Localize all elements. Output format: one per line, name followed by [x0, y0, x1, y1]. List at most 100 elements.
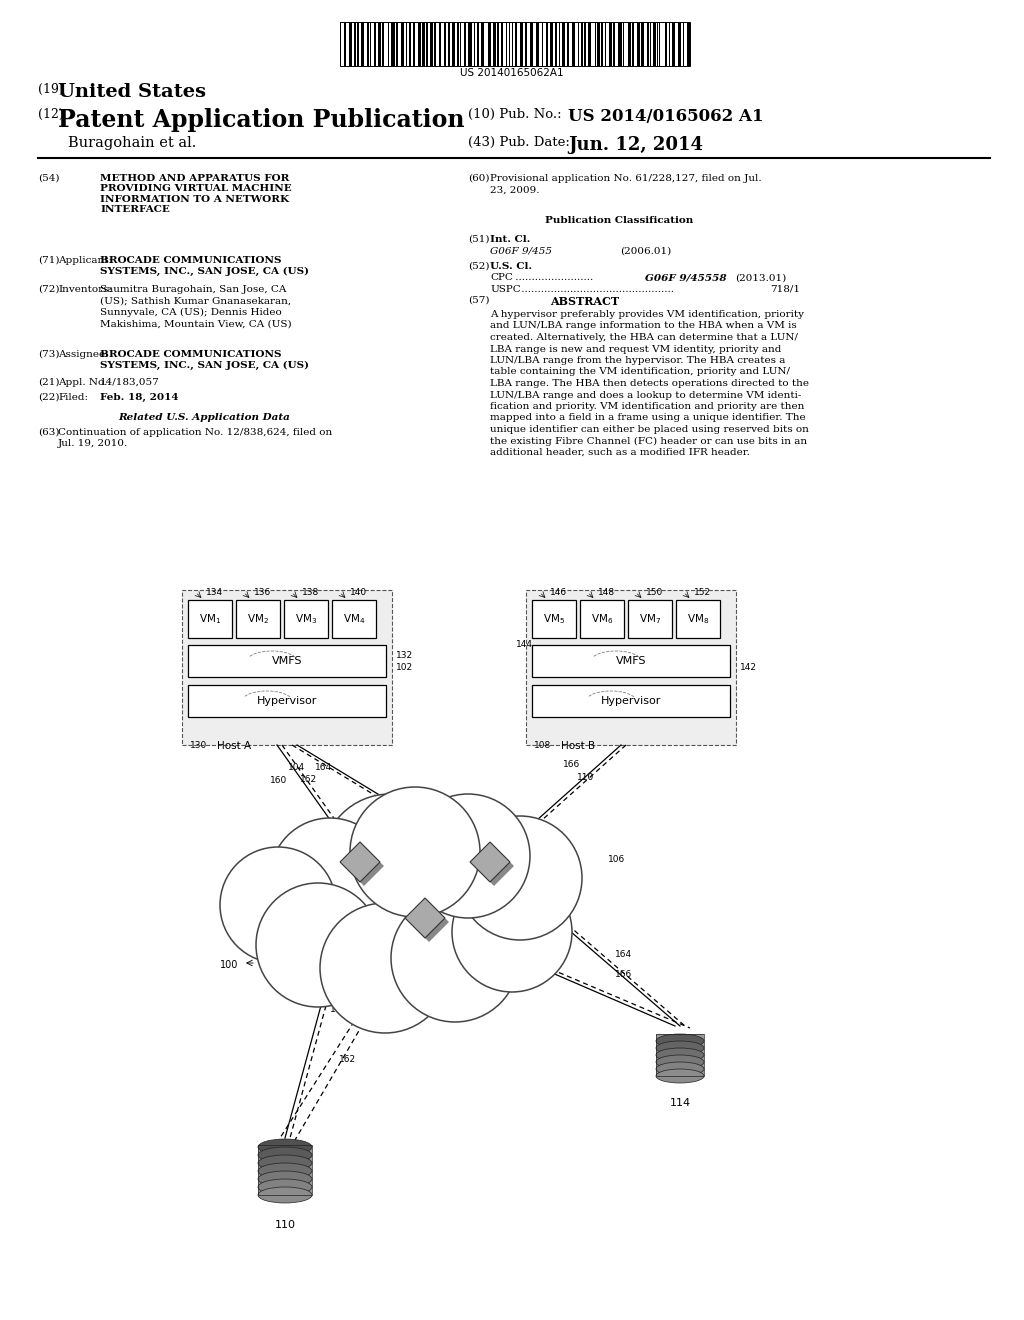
Text: LBA range is new and request VM identity, priority and: LBA range is new and request VM identity…	[490, 345, 781, 354]
Text: 110: 110	[274, 1220, 296, 1230]
Text: 718/1: 718/1	[770, 285, 800, 294]
Text: (52): (52)	[468, 261, 489, 271]
Bar	[466, 22, 468, 66]
Bar	[425, 22, 426, 66]
Text: 130: 130	[190, 741, 207, 750]
Bar	[436, 22, 439, 66]
Text: Related U.S. Application Data: Related U.S. Application Data	[118, 413, 290, 422]
Text: mapped into a field in a frame using a unique identifier. The: mapped into a field in a frame using a u…	[490, 413, 806, 422]
Bar	[411, 22, 413, 66]
Text: Publication Classification: Publication Classification	[545, 216, 693, 224]
Text: 132: 132	[396, 651, 413, 660]
Bar	[332, 601, 376, 638]
Text: fication and priority. VM identification and priority are then: fication and priority. VM identification…	[490, 403, 805, 411]
Bar	[258, 1144, 312, 1195]
Bar	[606, 22, 609, 66]
Bar	[539, 22, 542, 66]
Text: US 20140165062A1: US 20140165062A1	[460, 69, 564, 78]
Bar	[523, 22, 525, 66]
Text: A hypervisor preferably provides VM identification, priority: A hypervisor preferably provides VM iden…	[490, 310, 804, 319]
Text: 140: 140	[349, 587, 367, 597]
Bar	[681, 22, 683, 66]
Text: (22): (22)	[38, 393, 59, 403]
Bar	[595, 22, 596, 66]
Bar	[565, 22, 567, 66]
Text: (10) Pub. No.:: (10) Pub. No.:	[468, 108, 561, 121]
Bar	[525, 22, 527, 66]
Text: 100: 100	[220, 960, 239, 970]
Text: Int. Cl.: Int. Cl.	[490, 235, 530, 244]
Text: table containing the VM identification, priority and LUN/: table containing the VM identification, …	[490, 367, 790, 376]
Text: created. Alternatively, the HBA can determine that a LUN/: created. Alternatively, the HBA can dete…	[490, 333, 798, 342]
Bar	[457, 22, 459, 66]
Text: Sunnyvale, CA (US); Dennis Hideo: Sunnyvale, CA (US); Dennis Hideo	[100, 308, 282, 317]
Bar	[512, 22, 513, 66]
Text: 108: 108	[534, 741, 551, 750]
Text: Saumitra Buragohain, San Jose, CA: Saumitra Buragohain, San Jose, CA	[100, 285, 287, 294]
Text: 104: 104	[288, 763, 305, 772]
Bar	[560, 22, 562, 66]
Bar	[364, 22, 367, 66]
Bar	[501, 22, 504, 66]
Bar	[504, 22, 506, 66]
Bar	[668, 22, 670, 66]
Bar	[640, 22, 641, 66]
Circle shape	[319, 903, 450, 1034]
Bar	[481, 22, 484, 66]
Ellipse shape	[258, 1187, 312, 1203]
Bar	[375, 22, 376, 66]
Bar	[660, 22, 662, 66]
Bar	[388, 22, 389, 66]
Text: (43) Pub. Date:: (43) Pub. Date:	[468, 136, 570, 149]
Bar	[672, 22, 675, 66]
Bar	[496, 22, 497, 66]
Bar	[579, 22, 581, 66]
Text: BROCADE COMMUNICATIONS
SYSTEMS, INC., SAN JOSE, CA (US): BROCADE COMMUNICATIONS SYSTEMS, INC., SA…	[100, 350, 309, 370]
Bar	[451, 22, 453, 66]
Bar	[497, 22, 499, 66]
Bar	[464, 22, 466, 66]
Bar	[615, 22, 618, 66]
Ellipse shape	[656, 1048, 705, 1063]
Bar	[546, 22, 548, 66]
Text: (21): (21)	[38, 378, 59, 387]
Bar	[439, 22, 441, 66]
Text: Jun. 12, 2014: Jun. 12, 2014	[568, 136, 703, 154]
Ellipse shape	[656, 1069, 705, 1082]
Bar	[569, 22, 572, 66]
Bar	[477, 22, 479, 66]
Bar	[647, 22, 649, 66]
Ellipse shape	[656, 1063, 705, 1076]
Bar	[484, 22, 487, 66]
Bar	[622, 22, 624, 66]
Bar	[641, 22, 644, 66]
Bar	[663, 22, 665, 66]
Text: 136: 136	[254, 587, 271, 597]
Bar	[453, 22, 455, 66]
Ellipse shape	[258, 1179, 312, 1195]
Bar	[352, 22, 354, 66]
Text: VMFS: VMFS	[271, 656, 302, 667]
Bar	[432, 22, 434, 66]
Polygon shape	[406, 898, 445, 939]
Bar	[532, 645, 730, 677]
Text: 162: 162	[353, 909, 370, 919]
Text: 164: 164	[615, 950, 632, 960]
Bar	[513, 22, 515, 66]
Polygon shape	[409, 902, 449, 942]
Bar	[460, 22, 461, 66]
Text: 160: 160	[270, 776, 288, 785]
Bar	[597, 22, 600, 66]
Bar	[378, 22, 381, 66]
Bar	[389, 22, 391, 66]
Bar	[651, 22, 653, 66]
Bar	[426, 22, 428, 66]
Bar	[601, 22, 602, 66]
Text: Applicant:: Applicant:	[58, 256, 112, 265]
Bar	[624, 22, 625, 66]
FancyBboxPatch shape	[182, 590, 392, 744]
Circle shape	[220, 847, 336, 964]
Text: BROCADE COMMUNICATIONS
SYSTEMS, INC., SAN JOSE, CA (US): BROCADE COMMUNICATIONS SYSTEMS, INC., SA…	[100, 256, 309, 276]
Text: Provisional application No. 61/228,127, filed on Jul.: Provisional application No. 61/228,127, …	[490, 174, 762, 183]
Bar	[581, 22, 583, 66]
